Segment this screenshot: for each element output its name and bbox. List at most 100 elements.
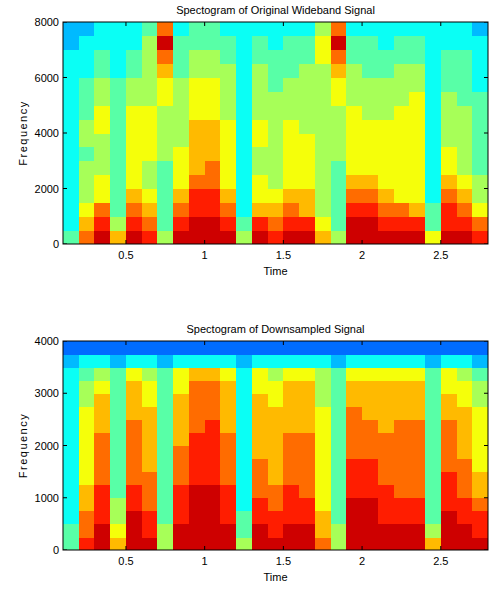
cell <box>252 147 268 161</box>
y-tick-label: 8000 <box>35 16 59 28</box>
cell <box>157 175 173 189</box>
cell <box>441 22 457 36</box>
cell <box>94 78 110 92</box>
cell <box>441 472 457 486</box>
cell <box>63 498 79 512</box>
cell <box>157 367 173 381</box>
cell <box>236 216 252 230</box>
cell <box>268 78 284 92</box>
cell <box>362 175 378 189</box>
cell <box>205 161 221 175</box>
cell <box>378 64 394 78</box>
cell <box>425 133 441 147</box>
cell <box>315 119 331 133</box>
x-tick-label: 1 <box>202 555 208 567</box>
cell <box>79 498 95 512</box>
cell <box>362 189 378 203</box>
cell <box>346 105 362 119</box>
cell <box>425 64 441 78</box>
cell <box>472 202 488 216</box>
cell <box>252 119 268 133</box>
cell <box>283 419 299 433</box>
cell <box>268 22 284 36</box>
cell <box>409 147 425 161</box>
cell <box>425 78 441 92</box>
cell <box>94 485 110 499</box>
cell <box>409 485 425 499</box>
cell <box>299 524 315 538</box>
cell <box>362 202 378 216</box>
cell <box>346 537 362 550</box>
cell <box>425 393 441 407</box>
cell <box>283 133 299 147</box>
cell <box>126 147 142 161</box>
cell <box>378 147 394 161</box>
cell <box>457 354 473 368</box>
cell <box>378 354 394 368</box>
cell <box>362 485 378 499</box>
cell <box>94 119 110 133</box>
cell <box>189 22 205 36</box>
cell <box>346 22 362 36</box>
cell <box>378 175 394 189</box>
cell <box>252 78 268 92</box>
y-tick <box>484 133 488 134</box>
cell <box>472 50 488 64</box>
cell <box>142 367 158 381</box>
cell <box>299 50 315 64</box>
cell <box>94 511 110 525</box>
cell <box>173 133 189 147</box>
cell <box>110 202 126 216</box>
cell <box>173 50 189 64</box>
cell <box>79 537 95 550</box>
cell <box>142 189 158 203</box>
cell <box>346 419 362 433</box>
cell <box>189 230 205 244</box>
cell <box>189 175 205 189</box>
ticks <box>63 341 488 550</box>
cell <box>425 36 441 50</box>
cell <box>441 367 457 381</box>
cell <box>205 133 221 147</box>
cell <box>63 537 79 550</box>
y-tick-label: 1000 <box>35 492 59 504</box>
cell <box>409 91 425 105</box>
cell <box>110 380 126 394</box>
cell <box>394 472 410 486</box>
cell <box>299 91 315 105</box>
cell <box>126 419 142 433</box>
cell <box>236 354 252 368</box>
cell <box>283 432 299 446</box>
cell <box>63 393 79 407</box>
cell <box>441 524 457 538</box>
cell <box>205 175 221 189</box>
cell <box>441 161 457 175</box>
cell <box>236 36 252 50</box>
cell <box>441 341 457 355</box>
cell <box>236 459 252 473</box>
cell <box>283 393 299 407</box>
cell <box>220 64 236 78</box>
cell <box>110 406 126 420</box>
cell <box>173 498 189 512</box>
cell <box>409 432 425 446</box>
cell <box>252 175 268 189</box>
cell <box>268 64 284 78</box>
cell <box>425 419 441 433</box>
cell <box>268 419 284 433</box>
cell <box>425 119 441 133</box>
cell <box>346 393 362 407</box>
cell <box>362 119 378 133</box>
cell <box>110 175 126 189</box>
x-tick <box>440 240 441 244</box>
cell <box>378 230 394 244</box>
cell <box>157 380 173 394</box>
cell <box>283 446 299 460</box>
cell <box>79 175 95 189</box>
cell <box>268 485 284 499</box>
cell <box>394 485 410 499</box>
y-tick <box>63 393 67 394</box>
cell <box>378 50 394 64</box>
cell <box>283 380 299 394</box>
cell <box>63 472 79 486</box>
